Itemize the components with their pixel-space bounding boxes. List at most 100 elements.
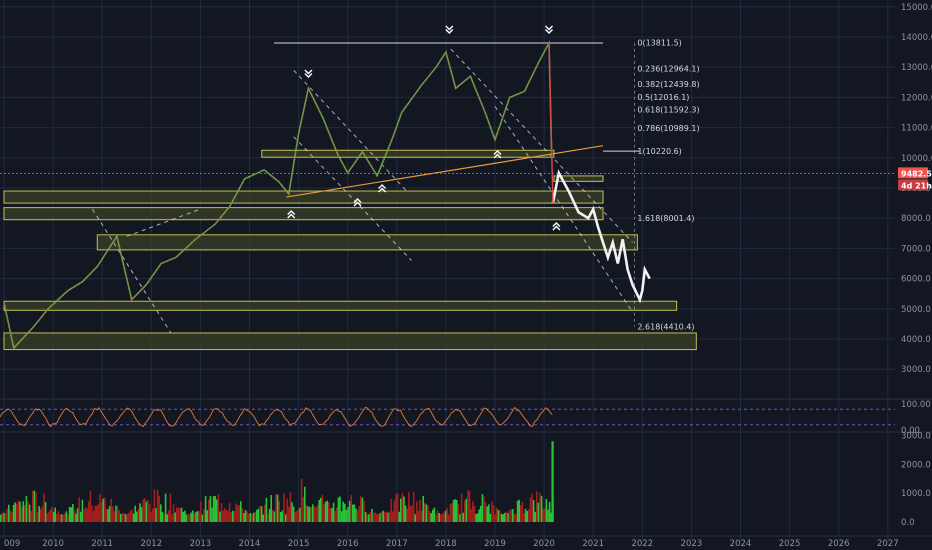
volume-bar (326, 500, 328, 522)
volume-bar (528, 509, 530, 522)
volume-bar (460, 493, 463, 522)
volume-bar (33, 490, 36, 522)
volume-bar (209, 496, 212, 522)
volume-bar (52, 511, 55, 522)
down-arrow-icon (545, 29, 554, 34)
volume-bar (347, 506, 349, 522)
volume-bar (16, 503, 18, 522)
volume-bar (312, 504, 314, 522)
volume-bar (339, 496, 341, 522)
volume-bar (64, 513, 66, 522)
volume-bar (342, 501, 344, 522)
volume-spike-bar (551, 441, 554, 522)
volume-bar (396, 493, 399, 522)
volume-bar (166, 514, 168, 522)
volume-bar (144, 498, 146, 522)
volume-bar (499, 510, 501, 522)
volume-bar (436, 510, 439, 522)
volume-bar (105, 509, 108, 522)
volume-bar (65, 511, 68, 522)
volume-bar (184, 510, 186, 522)
volume-bar (43, 493, 45, 522)
volume-bar (308, 506, 311, 522)
volume-bar (545, 499, 548, 522)
oscillator-tick-label: 100.00 (901, 400, 931, 410)
volume-bar (108, 506, 111, 522)
volume-bar (134, 505, 136, 522)
volume-bar (508, 509, 511, 522)
volume-bar (494, 514, 496, 522)
fib-label: 2.618(4410.4) (637, 323, 694, 332)
time-axis[interactable]: 009 2010 2011 2012 2013 2014 2015 2016 2017 2018 2… (4, 539, 899, 549)
volume-bar (422, 495, 424, 522)
volume-bar (393, 500, 396, 522)
volume-bar (404, 505, 407, 522)
volume-bar (246, 511, 248, 522)
volume-bar (425, 504, 428, 522)
volume-bar (155, 508, 157, 522)
volume-bar (420, 510, 423, 522)
volume-bar (408, 491, 410, 522)
volume-bar (70, 507, 72, 522)
volume-bar (313, 506, 316, 522)
volume-bar (252, 512, 255, 522)
fib-label: 0(13811.5) (637, 39, 681, 48)
volume-bar (230, 512, 232, 522)
volume-bar (118, 510, 120, 522)
up-arrow-icon (287, 210, 296, 215)
price-tick-label: 14000.0 (901, 33, 932, 43)
volume-bar (161, 512, 164, 522)
volume-bar (24, 505, 26, 522)
volume-bar (336, 507, 338, 522)
volume-bar (470, 508, 472, 522)
volume-bar (110, 499, 112, 522)
time-tick-label: 2017 (386, 539, 408, 549)
volume-tick-label: 3000.0 (901, 432, 931, 442)
volume-bar (36, 512, 39, 522)
volume-bar (78, 497, 80, 522)
volume-bar (414, 514, 416, 522)
volume-bar (340, 511, 343, 522)
volume-bar (124, 514, 127, 522)
volume-bar (398, 511, 400, 522)
volume-bar (299, 507, 301, 522)
volume-bar (195, 511, 197, 522)
volume-bar (14, 502, 16, 522)
volume-bar (270, 495, 272, 522)
volume-bar (265, 497, 268, 522)
fib-label: 1(10220.6) (637, 147, 681, 156)
price-tick-label: 7000.0 (901, 244, 931, 254)
price-axis[interactable]: 15000.0 14000.0 13000.0 12000.0 11000.0 10000… (901, 3, 932, 528)
support-zone (3, 332, 697, 351)
volume-bar (276, 494, 279, 522)
time-tick-label: 2013 (190, 539, 212, 549)
volume-bar (280, 512, 282, 522)
volume-bar (352, 504, 354, 522)
price-tick-label: 3000.0 (901, 365, 931, 375)
time-tick-label: 2011 (91, 539, 113, 549)
volume-bar (192, 510, 194, 522)
volume-bar (188, 514, 191, 522)
channel-line (126, 208, 201, 237)
volume-bar (25, 496, 28, 522)
volume-bar (60, 514, 63, 522)
volume-bar (520, 505, 522, 522)
volume-bar (467, 490, 469, 522)
volume-bar (92, 510, 95, 522)
volume-bar (185, 514, 188, 522)
volume-bar (518, 499, 520, 522)
volume-bar (148, 503, 151, 522)
volume-bar (212, 496, 215, 522)
volume-bar (385, 511, 388, 522)
volume-bar (328, 502, 330, 522)
volume-bar (316, 505, 319, 522)
volume-bar (152, 508, 154, 522)
volume-bar (363, 500, 365, 522)
turning-point-arrows (287, 25, 561, 231)
volume-bar (433, 507, 436, 522)
volume-bar (67, 514, 69, 522)
support-zone (3, 300, 678, 311)
volume-bar (443, 512, 445, 522)
volume-bar (174, 512, 176, 522)
